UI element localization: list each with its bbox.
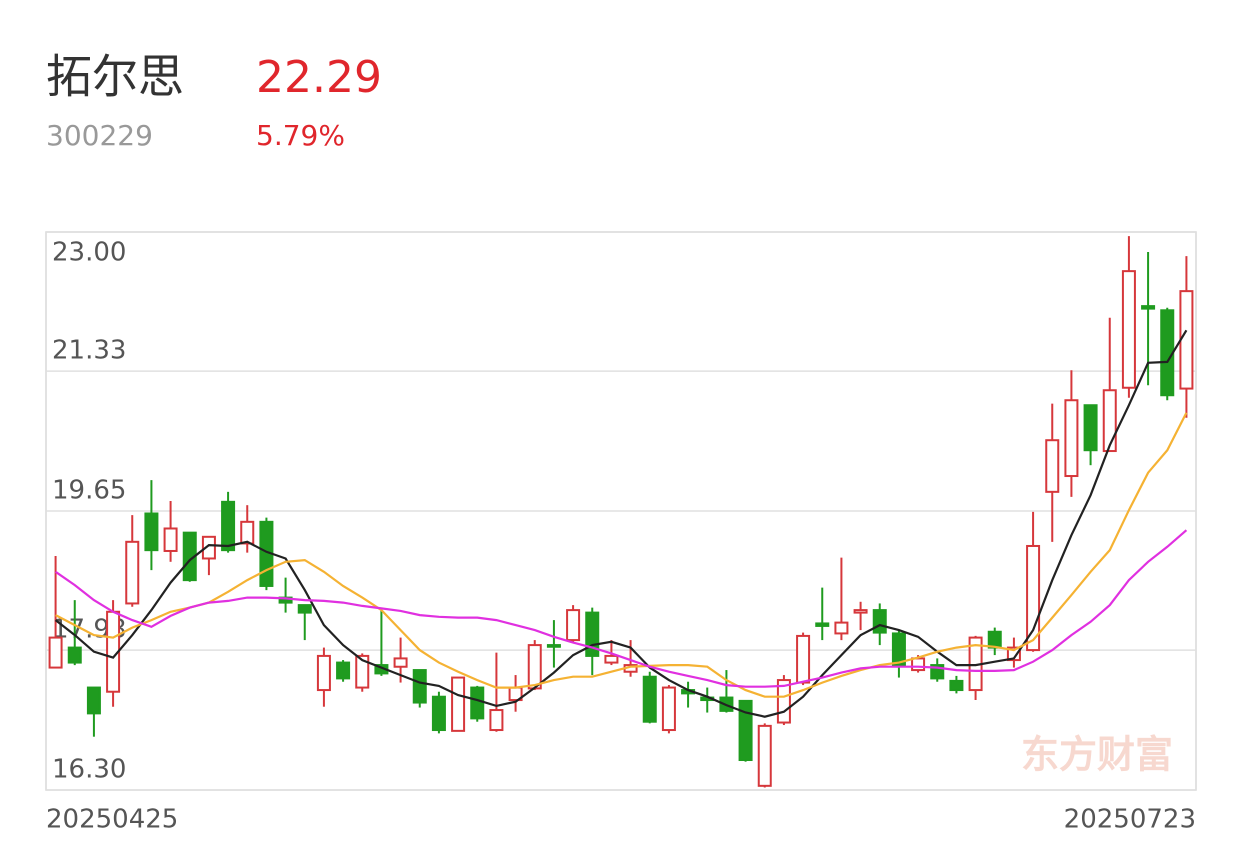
stock-name: 拓尔思 [46,50,184,104]
candle-body [1121,270,1136,389]
candle-body [431,695,446,732]
candle-body [67,646,82,664]
candle-body [757,724,772,787]
candle-body [297,604,312,614]
candle-body [642,675,657,723]
candle-body [853,609,868,614]
candle-body [48,636,63,669]
candle-body [566,609,581,642]
candle-body [1160,309,1175,397]
candle-body [815,622,830,627]
candle-body [412,669,427,704]
candle-body [201,535,216,560]
candle-body [661,686,676,732]
candle-body [738,699,753,762]
moving-average-line [55,412,1188,698]
x-tick-label: 20250723 [1064,805,1196,835]
candle-body [1064,399,1079,478]
price-change: 5.79% [256,119,345,152]
y-tick-label: 23.00 [52,238,126,268]
candle-body [316,654,331,692]
candle-body [527,644,542,690]
candle-body [1083,404,1098,452]
candle-body [393,657,408,668]
candle-body [911,657,926,672]
moving-average-line [54,329,1188,718]
candle-body [1006,646,1021,662]
candle-body [221,500,236,552]
candle-body [144,512,159,552]
candle-body [891,632,906,667]
candle-body [451,676,466,732]
y-tick-label: 21.33 [52,336,126,366]
candle-body [604,654,619,664]
candle-body [1102,389,1117,453]
candle-body [1141,305,1156,310]
candle-body [1045,439,1060,493]
moving-average-line [54,529,1188,688]
candle-body [336,661,351,680]
candle-body [125,540,140,605]
candle-body [796,634,811,684]
candle-body [834,621,849,635]
watermark: 东方财富 [1021,733,1173,777]
x-tick-label: 20250425 [46,805,178,835]
y-tick-label: 16.30 [52,755,126,785]
candle-body [489,709,504,732]
candle-body [163,527,178,552]
candle-body [355,654,370,689]
stock-price: 22.29 [256,52,382,103]
candle-body [1179,290,1194,390]
candle-body [86,686,101,715]
y-tick-label: 19.65 [52,476,126,506]
candle-body [949,679,964,692]
candle-body [987,630,1002,649]
candle-body [240,520,255,545]
candle-body [546,644,561,648]
candle-body [470,686,485,720]
stock-code: 300229 [46,119,153,152]
candle-body [872,609,887,634]
